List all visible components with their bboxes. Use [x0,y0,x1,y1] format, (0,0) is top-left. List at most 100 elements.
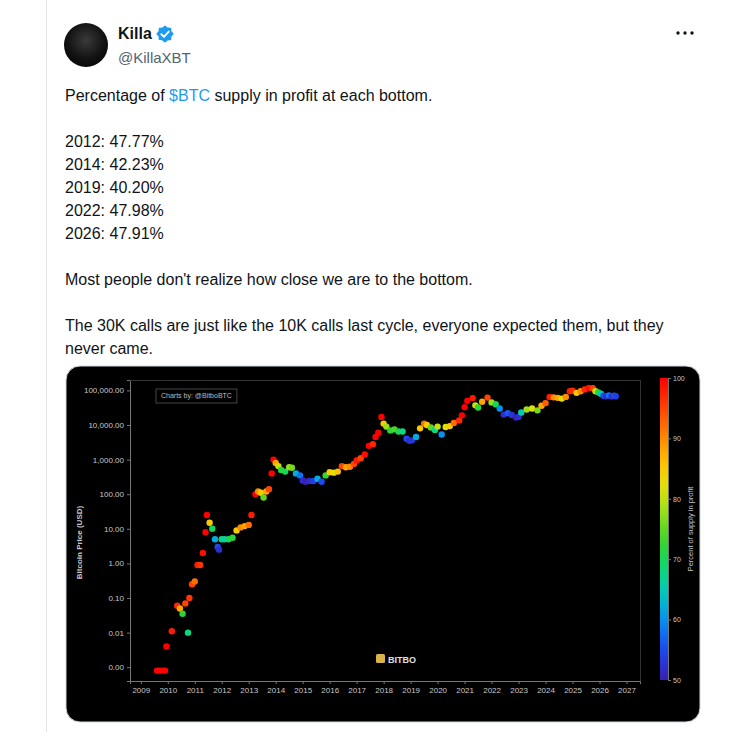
price-point [484,394,490,400]
x-tick: 2023 [510,681,528,695]
price-point [186,595,192,601]
bottoms-list: 2012: 47.77%2014: 42.23%2019: 40.20%2022… [65,130,695,245]
price-point [189,581,195,587]
price-point [293,470,299,476]
plot-frame-top [130,380,640,381]
price-point [174,603,180,609]
verified-badge [156,25,174,43]
price-point [366,443,372,449]
x-tick-mark [276,681,277,684]
x-tick-label: 2026 [591,686,609,695]
price-point [496,405,502,411]
price-point [306,478,312,484]
avatar[interactable] [64,23,108,67]
price-point [289,465,295,471]
price-point [192,578,198,584]
chart-panel [66,366,700,722]
colorbar-tick-mark [668,378,671,379]
price-point [156,667,162,673]
price-point [606,392,612,398]
x-tick-label: 2012 [213,686,231,695]
y-tick-label: 0.01 [108,629,124,638]
x-tick-mark [519,681,520,684]
x-tick: 2011 [187,681,205,695]
price-point [475,404,481,410]
x-tick-mark [222,681,223,684]
price-point [275,463,281,469]
price-point [550,394,556,400]
colorbar-tick-label: 50 [673,677,681,684]
price-point [513,414,519,420]
y-tick-label: 0.10 [108,594,124,603]
price-point [447,423,453,429]
price-point [581,386,587,392]
price-point [182,600,188,606]
price-point [255,488,261,494]
price-point [202,529,208,535]
price-point [608,393,614,399]
price-point [554,395,560,401]
price-point [252,491,258,497]
price-point [534,407,540,413]
price-point [177,605,183,611]
x-tick-label: 2019 [402,686,420,695]
x-tick-label: 2021 [456,686,474,695]
colorbar-tick-label: 70 [673,556,681,563]
price-point [302,479,308,485]
price-point [469,395,475,401]
price-point [343,464,349,470]
y-tick-label: 10,000.00 [88,421,124,430]
price-point [613,393,619,399]
x-tick: 2014 [267,681,285,695]
price-point [154,667,160,673]
x-tick: 2009 [132,681,150,695]
cashtag[interactable]: $BTC [169,87,210,104]
x-tick: 2022 [483,681,501,695]
price-point [611,393,617,399]
credit-box: Charts by: @BitboBTC [156,389,237,403]
price-point [221,536,227,542]
author-name[interactable]: Killa [118,24,152,44]
bottom-line: 2019: 40.20% [65,176,695,199]
x-tick: 2027 [618,681,636,695]
price-point [159,667,165,673]
paragraph: Most people don't realize how close we a… [65,268,695,291]
x-tick-label: 2025 [564,686,582,695]
colorbar-tick: 90 [668,435,681,442]
price-point [488,399,494,405]
price-point [413,434,419,440]
price-point [216,546,222,552]
y-tick-mark [127,390,130,391]
price-point [592,388,598,394]
price-point [246,522,252,528]
x-tick: 2024 [537,681,555,695]
colorbar-tick: 70 [668,556,681,563]
author-handle[interactable]: @KillaXBT [118,48,191,67]
price-point [529,405,535,411]
price-point [456,417,462,423]
x-tick-mark [627,681,628,684]
colorbar-tick-mark [668,438,671,439]
colorbar [660,378,668,680]
more-menu[interactable] [674,26,696,40]
x-tick-mark [330,681,331,684]
x-tick: 2016 [321,681,339,695]
price-point [559,395,565,401]
price-point [569,388,575,394]
x-tick-label: 2024 [537,686,555,695]
menu-dot [683,31,686,34]
y-axis-line [127,381,131,682]
y-tick: 100,000.00 [84,386,130,395]
bottom-line: 2026: 47.91% [65,222,695,245]
y-tick-mark [127,425,130,426]
colorbar-axis: 5060708090100 [668,375,685,684]
price-point [282,468,288,474]
x-tick: 2017 [348,681,366,695]
y-axis-title: Bitcoin Price (USD) [75,505,84,579]
price-point [358,455,364,461]
y-tick-mark [127,563,130,564]
price-point [383,423,389,429]
x-tick-label: 2022 [483,686,501,695]
colorbar-tick-mark [668,620,671,621]
price-point [314,476,320,482]
